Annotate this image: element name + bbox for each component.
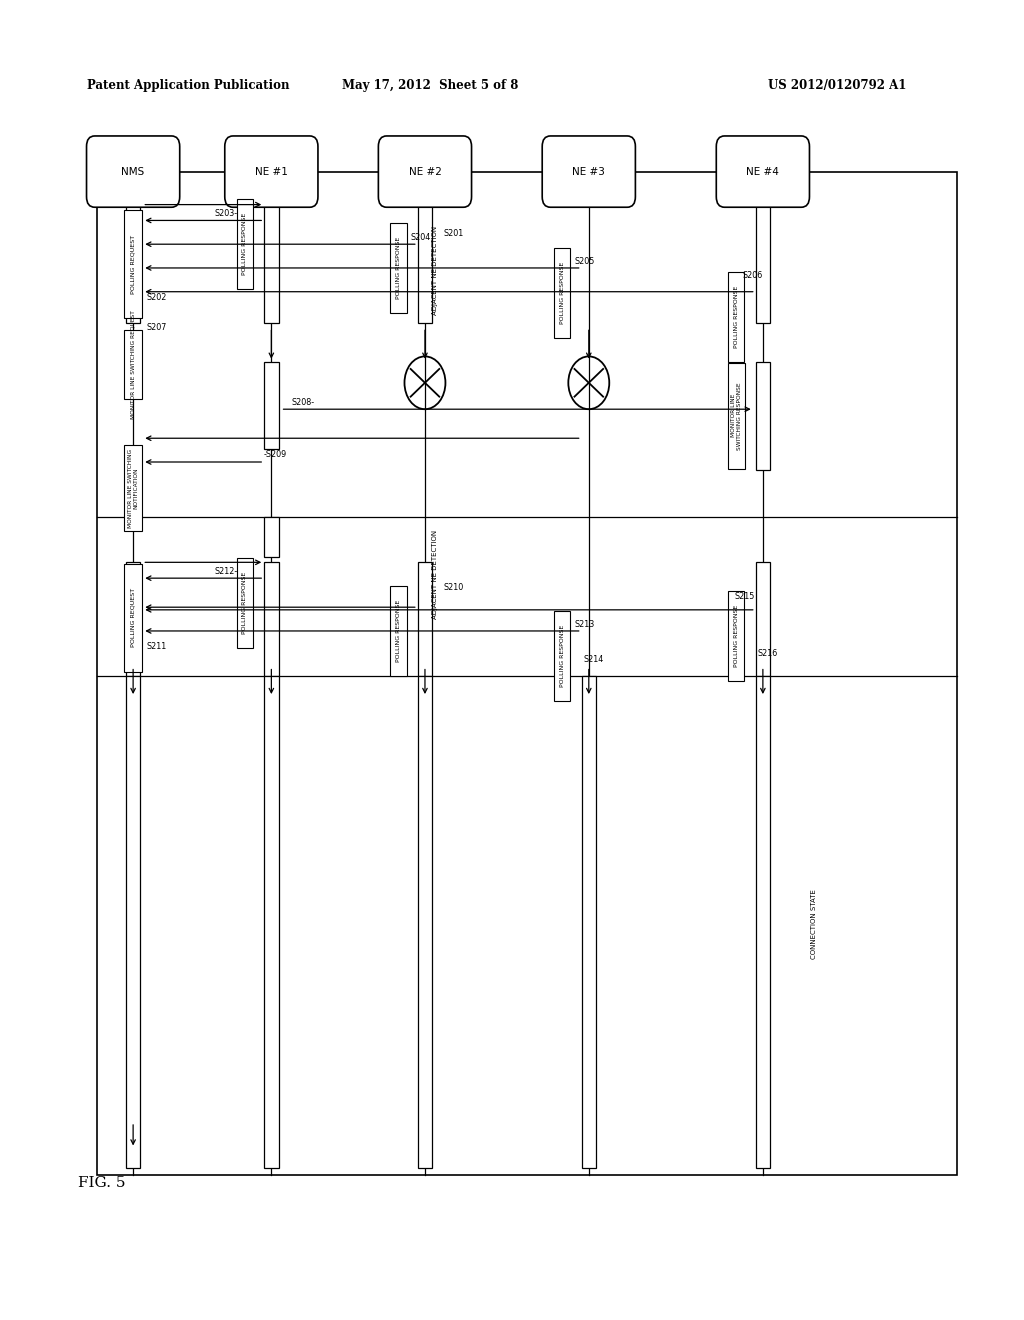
Bar (554, 611, 570, 701)
Text: CONNECTION STATE: CONNECTION STATE (811, 890, 817, 958)
Text: S202: S202 (146, 293, 167, 301)
Text: MONITOR LINE SWITCHING REQUEST: MONITOR LINE SWITCHING REQUEST (131, 310, 135, 418)
Text: S204: S204 (411, 234, 431, 242)
Text: POLLING RESPONSE: POLLING RESPONSE (243, 213, 247, 276)
Bar (756, 562, 770, 676)
Bar (727, 363, 745, 469)
Bar (756, 205, 770, 323)
Bar (582, 676, 596, 1168)
Text: S208-: S208- (292, 399, 315, 407)
FancyBboxPatch shape (717, 136, 809, 207)
Text: Patent Application Publication: Patent Application Publication (87, 79, 290, 92)
Text: S207: S207 (146, 323, 167, 331)
Text: S205: S205 (574, 257, 595, 265)
Text: S216: S216 (758, 649, 778, 657)
Text: FIG. 5: FIG. 5 (78, 1176, 125, 1189)
Bar (126, 562, 140, 676)
Text: MONITOR LINE
SWITCHING RESPONSE: MONITOR LINE SWITCHING RESPONSE (731, 381, 741, 450)
Bar (126, 205, 140, 323)
Text: NE #2: NE #2 (409, 166, 441, 177)
Text: -S209: -S209 (263, 450, 287, 458)
Bar (728, 591, 744, 681)
Text: S215: S215 (734, 593, 755, 601)
Text: S201: S201 (443, 230, 464, 238)
Bar (756, 676, 770, 1168)
Text: POLLING RESPONSE: POLLING RESPONSE (734, 285, 738, 348)
Bar (125, 445, 141, 531)
Text: MONITOR LINE SWITCHING
NOTIFICATION: MONITOR LINE SWITCHING NOTIFICATION (128, 449, 138, 528)
Bar (418, 676, 432, 1168)
Text: POLLING REQUEST: POLLING REQUEST (131, 235, 135, 293)
Bar (756, 362, 770, 470)
Text: POLLING RESPONSE: POLLING RESPONSE (396, 599, 400, 663)
FancyBboxPatch shape (543, 136, 635, 207)
Text: ADJACENT NE DETECTION: ADJACENT NE DETECTION (432, 529, 438, 619)
Text: NMS: NMS (122, 166, 144, 177)
Bar (418, 205, 432, 323)
Text: POLLING RESPONSE: POLLING RESPONSE (243, 572, 247, 635)
Bar (125, 330, 141, 399)
Bar (418, 562, 432, 676)
Text: S212-: S212- (214, 568, 238, 576)
Bar (554, 248, 570, 338)
Text: POLLING REQUEST: POLLING REQUEST (131, 589, 135, 647)
Text: POLLING RESPONSE: POLLING RESPONSE (396, 236, 400, 300)
Text: ADJACENT NE DETECTION: ADJACENT NE DETECTION (432, 226, 438, 315)
Text: US 2012/0120792 A1: US 2012/0120792 A1 (768, 79, 906, 92)
Bar (264, 517, 279, 557)
Text: S213: S213 (574, 620, 595, 628)
Bar (125, 564, 141, 672)
Bar (237, 199, 253, 289)
Text: NE #1: NE #1 (255, 166, 288, 177)
Text: NE #3: NE #3 (572, 166, 605, 177)
FancyBboxPatch shape (379, 136, 471, 207)
Text: POLLING RESPONSE: POLLING RESPONSE (734, 605, 738, 668)
Bar (264, 562, 279, 676)
Text: POLLING RESPONSE: POLLING RESPONSE (560, 261, 564, 325)
FancyBboxPatch shape (86, 136, 180, 207)
Bar (264, 362, 279, 449)
Bar (390, 586, 407, 676)
Bar (125, 210, 141, 318)
Text: S211: S211 (146, 643, 167, 651)
Bar (264, 205, 279, 323)
Bar (126, 676, 140, 1168)
Bar (264, 676, 279, 1168)
Text: S214: S214 (584, 656, 604, 664)
Bar (97, 172, 957, 1175)
Text: POLLING RESPONSE: POLLING RESPONSE (560, 624, 564, 688)
Text: NE #4: NE #4 (746, 166, 779, 177)
Text: S206: S206 (742, 272, 763, 280)
Bar (390, 223, 407, 313)
Text: May 17, 2012  Sheet 5 of 8: May 17, 2012 Sheet 5 of 8 (342, 79, 518, 92)
Bar (728, 272, 744, 362)
Text: S210: S210 (443, 583, 464, 591)
Bar (237, 558, 253, 648)
Text: S203-: S203- (214, 210, 238, 218)
FancyBboxPatch shape (225, 136, 317, 207)
